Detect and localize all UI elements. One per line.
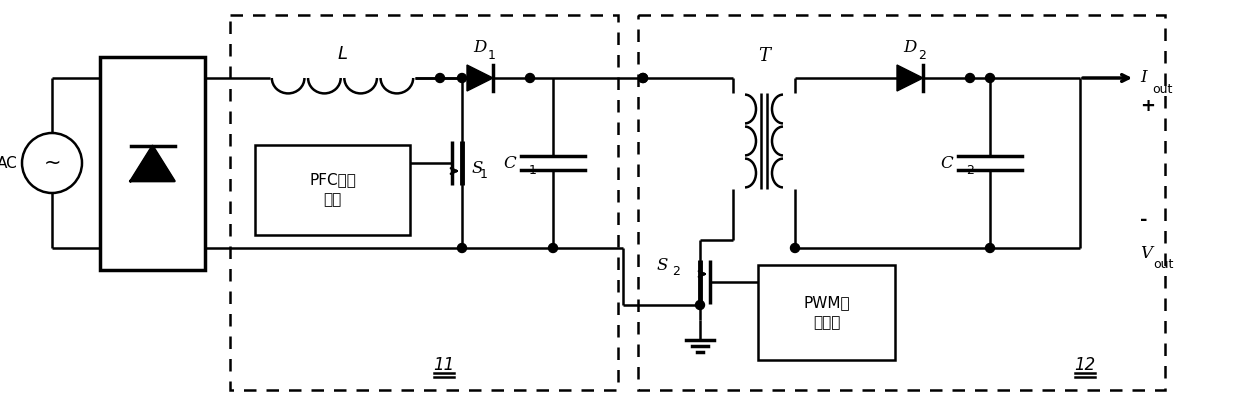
Text: 2: 2 (966, 163, 973, 176)
Text: 2: 2 (672, 264, 680, 277)
Text: AC: AC (0, 155, 19, 171)
Circle shape (966, 73, 975, 83)
Text: +: + (1140, 97, 1154, 115)
Text: 12: 12 (1074, 356, 1096, 374)
Polygon shape (467, 65, 494, 91)
Circle shape (639, 73, 647, 83)
Text: PWM控
制电路: PWM控 制电路 (804, 295, 849, 330)
Circle shape (986, 73, 994, 83)
Bar (229, 15, 618, 390)
Text: out: out (1152, 83, 1172, 96)
Text: C: C (503, 155, 516, 171)
Polygon shape (897, 65, 923, 91)
Text: 1: 1 (489, 49, 496, 62)
Text: S: S (656, 256, 667, 274)
Circle shape (791, 243, 800, 253)
Text: T: T (758, 47, 770, 65)
Bar (100, 57, 205, 270)
Text: V: V (1140, 245, 1152, 261)
Text: 2: 2 (918, 49, 926, 62)
Text: 11: 11 (433, 356, 455, 374)
Text: PFC控制
电路: PFC控制 电路 (309, 173, 356, 207)
Circle shape (696, 300, 704, 310)
Bar (758, 265, 895, 360)
Text: L: L (337, 45, 347, 63)
Circle shape (986, 243, 994, 253)
Bar (639, 15, 1166, 390)
Text: D: D (903, 39, 916, 56)
Text: ~: ~ (43, 153, 61, 173)
Text: 1: 1 (480, 168, 487, 181)
Circle shape (639, 73, 647, 83)
Text: C: C (940, 155, 954, 171)
Circle shape (435, 73, 444, 83)
Text: S: S (472, 160, 484, 176)
Bar (255, 145, 410, 235)
Text: out: out (1153, 258, 1173, 271)
Circle shape (458, 243, 466, 253)
Text: -: - (1140, 211, 1147, 229)
Text: 1: 1 (529, 163, 537, 176)
Polygon shape (130, 146, 175, 181)
Text: D: D (474, 39, 486, 56)
Circle shape (526, 73, 534, 83)
Circle shape (548, 243, 558, 253)
Circle shape (458, 73, 466, 83)
Text: I: I (1140, 70, 1147, 86)
